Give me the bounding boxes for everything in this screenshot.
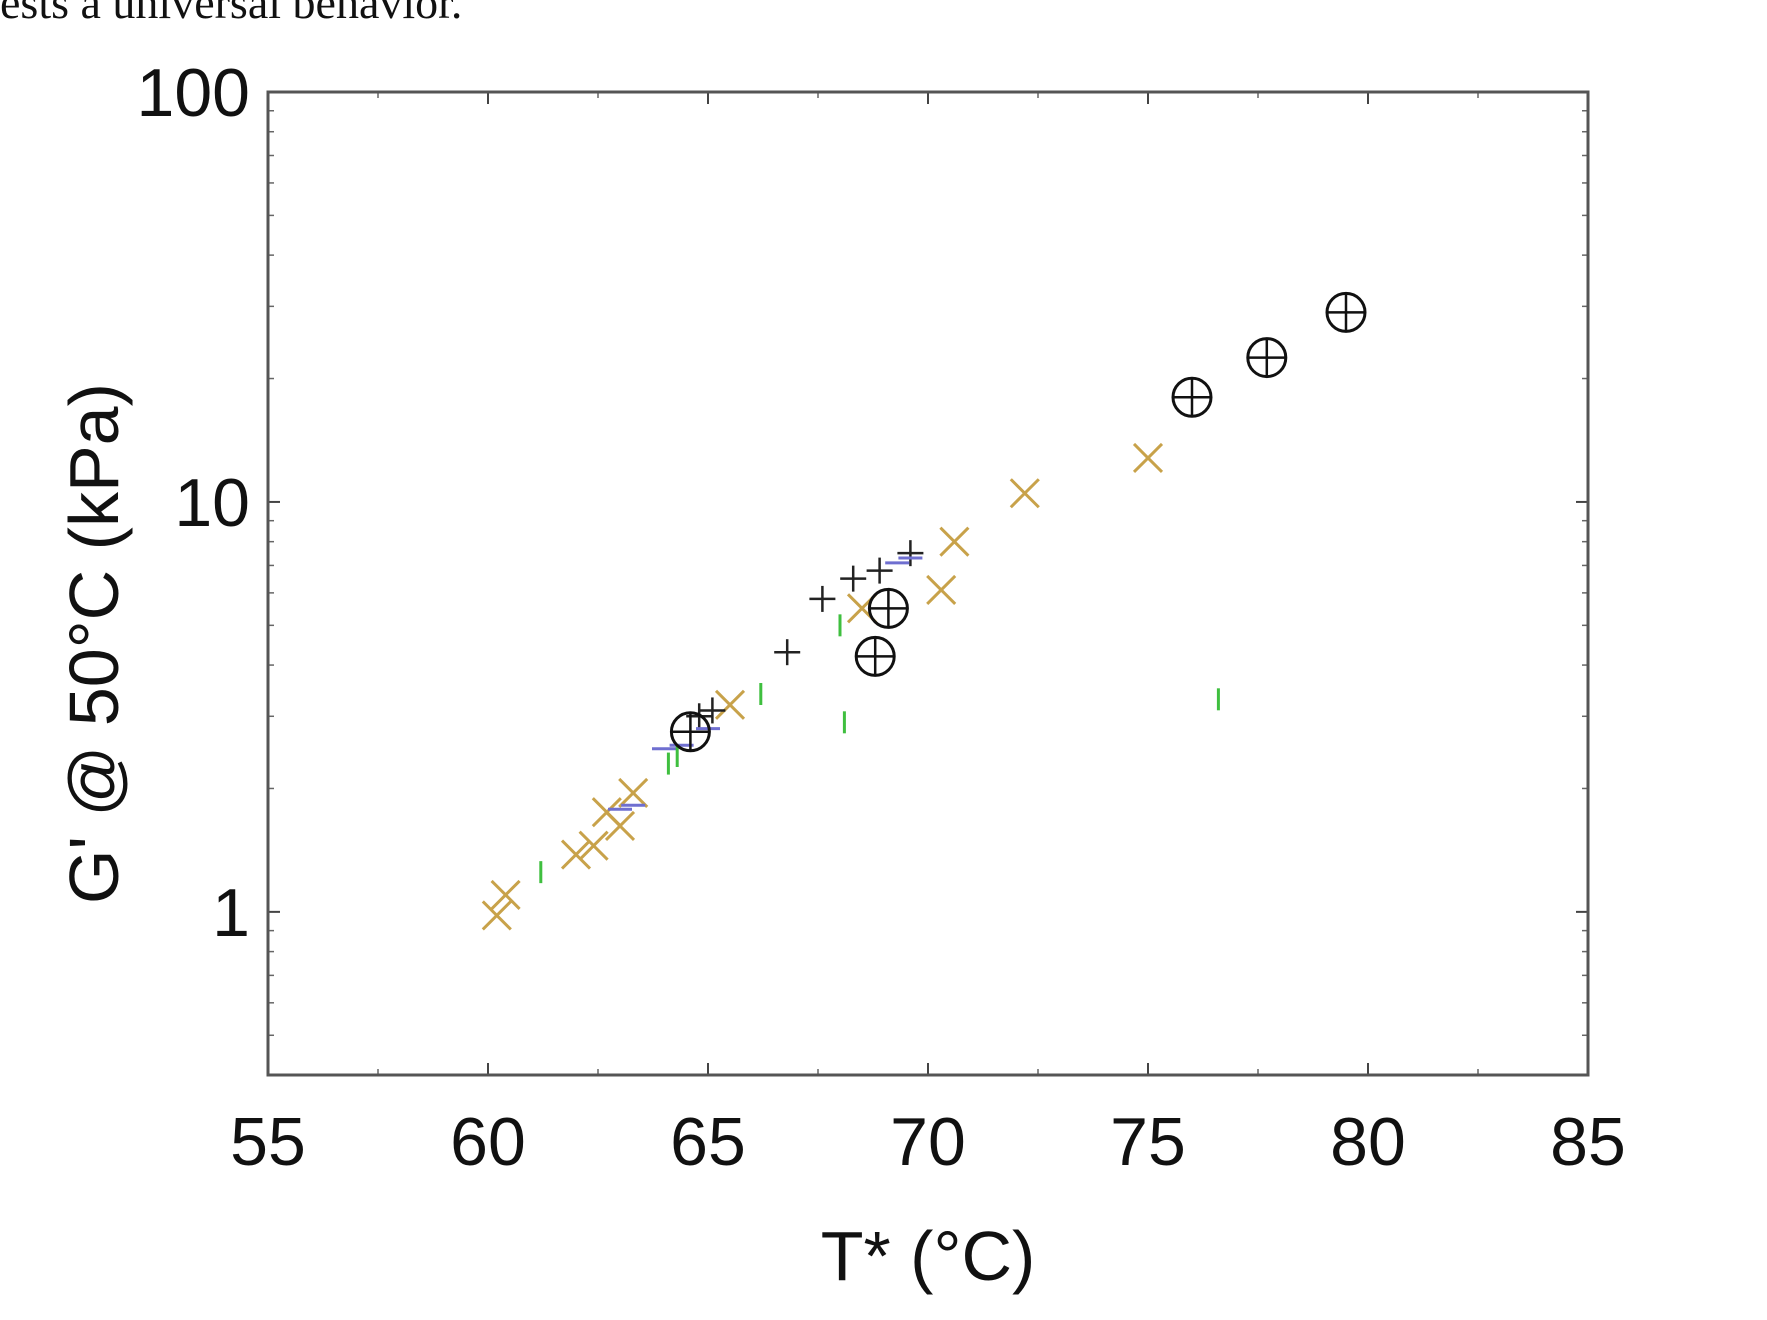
- data-point-x-marker: [490, 879, 521, 910]
- data-point-circle-plus-marker: [854, 635, 896, 677]
- data-point-x-marker: [939, 526, 970, 557]
- x-marker-stroke: [604, 810, 636, 842]
- y-tick-label: 10: [174, 465, 250, 541]
- x-tick-label: 60: [450, 1104, 526, 1180]
- x-tick-label: 85: [1550, 1104, 1626, 1180]
- x-tick-label: 65: [670, 1104, 746, 1180]
- x-tick-label: 55: [230, 1104, 306, 1180]
- data-point-x-marker: [1009, 478, 1040, 509]
- x-marker-stroke: [560, 839, 592, 870]
- x-axis-title: T* (°C): [821, 1217, 1036, 1295]
- data-point-x-marker: [1132, 442, 1164, 474]
- x-marker-stroke: [618, 777, 649, 809]
- data-point-x-marker: [578, 830, 609, 861]
- data-point-plus-marker: [774, 639, 801, 666]
- y-tick-labels: 1 10 100: [137, 55, 250, 951]
- data-point-x-marker: [618, 777, 649, 809]
- y-axis-title: G' @ 50°C (kPa): [55, 383, 133, 904]
- y-tick-label: 100: [137, 55, 250, 131]
- x-tick-labels: 55 60 65 70 75 80 85: [230, 1104, 1626, 1180]
- x-tick-label: 80: [1330, 1104, 1406, 1180]
- data-point-x-marker: [926, 574, 957, 605]
- plot-frame: [266, 90, 1590, 1077]
- x-marker-stroke: [926, 574, 957, 605]
- major-ticks: [267, 91, 1589, 1075]
- data-point-circle-plus-marker: [1246, 337, 1288, 379]
- data-point-circle-plus-marker: [1171, 376, 1213, 418]
- x-marker-stroke: [714, 689, 746, 720]
- x-marker-stroke: [578, 830, 609, 861]
- x-marker-stroke: [939, 526, 970, 557]
- data-point-x-marker: [560, 839, 592, 870]
- data-point-plus-marker: [809, 585, 836, 612]
- data-point-x-marker: [714, 689, 746, 720]
- x-tick-label: 70: [890, 1104, 966, 1180]
- x-marker-stroke: [1132, 442, 1164, 474]
- data-point-x-marker: [481, 900, 512, 931]
- minor-ticks: [268, 92, 1588, 1076]
- data-point-circle-plus-marker: [867, 587, 909, 629]
- data-points: [481, 291, 1367, 931]
- x-marker-stroke: [481, 900, 512, 931]
- y-tick-label: 1: [212, 875, 250, 951]
- data-point-plus-marker: [699, 697, 726, 724]
- x-tick-label: 75: [1110, 1104, 1186, 1180]
- data-point-circle-plus-marker: [669, 711, 711, 753]
- data-point-plus-marker: [840, 565, 867, 592]
- data-point-plus-marker: [897, 540, 924, 567]
- caption-text: ests a universal behavior.: [0, 0, 463, 28]
- data-point-x-marker: [604, 810, 636, 842]
- x-marker-stroke: [490, 879, 521, 910]
- data-point-plus-marker: [866, 557, 893, 584]
- data-point-circle-plus-marker: [1325, 291, 1367, 333]
- x-marker-stroke: [1009, 478, 1040, 509]
